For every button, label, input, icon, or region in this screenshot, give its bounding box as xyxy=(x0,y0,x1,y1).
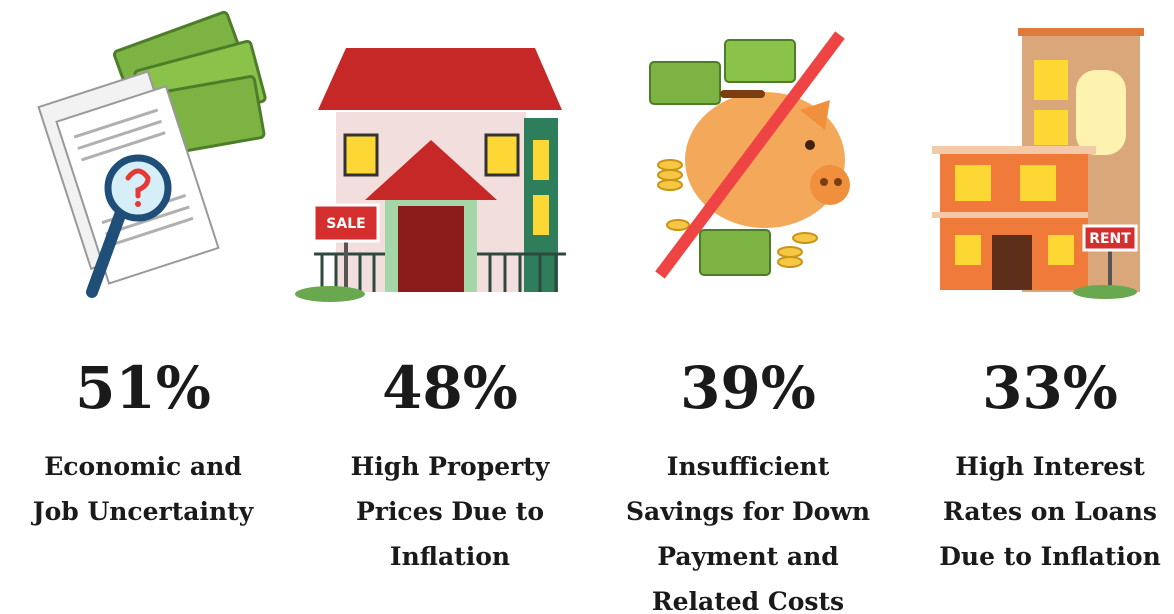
icon-buildings: RENT xyxy=(932,28,1144,299)
stat-value: 51% xyxy=(75,354,211,422)
icon-savings xyxy=(650,35,850,275)
rent-sign: RENT xyxy=(1089,231,1131,247)
stat-label: High Property xyxy=(351,452,551,481)
icon-uncertainty xyxy=(39,11,266,292)
infographic: SALE RENT 51%Economic xyxy=(0,0,1174,614)
stat-value: 33% xyxy=(982,354,1118,422)
sale-sign: SALE xyxy=(326,216,365,232)
stat-label: Insufficient xyxy=(667,452,830,481)
page: SALE RENT 51%Economic xyxy=(0,0,1174,614)
stat-label: Payment and xyxy=(657,542,839,571)
stat-value: 39% xyxy=(680,354,816,422)
stat-label: Related Costs xyxy=(652,587,844,614)
stat-label: Due to Inflation xyxy=(939,542,1161,571)
stats: 51% Economic and Job Uncertainty 48% High Pr… xyxy=(31,354,1161,614)
icon-house: SALE xyxy=(295,48,566,302)
stat-label: High Interest xyxy=(955,452,1145,481)
stat-label: Job Uncertainty xyxy=(31,497,255,526)
stat-label: Savings for Down xyxy=(626,497,870,526)
stat-label: Rates on Loans xyxy=(943,497,1157,526)
stat-label: Prices Due to xyxy=(356,497,544,526)
stat-label: Inflation xyxy=(390,542,510,571)
stat-value: 48% xyxy=(382,354,518,422)
stat-label: Economic and xyxy=(44,452,242,481)
